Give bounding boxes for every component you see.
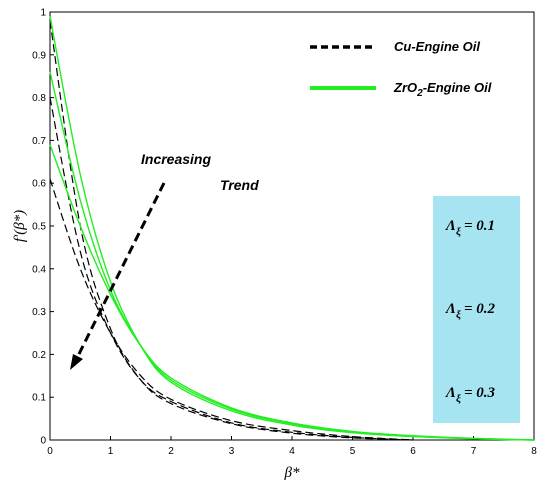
series-line-1 xyxy=(49,178,414,441)
axis-ticks: 0 1 2 3 4 5 6 7 8 0 0.1 0.2 0.3 0.4 0.5 0.6 0.7 0.8 0.9 1 xyxy=(32,8,537,458)
y-tick-label: 0.2 xyxy=(32,350,46,361)
y-tick-label: 0 xyxy=(40,436,46,447)
x-tick-label: 4 xyxy=(289,446,295,457)
x-tick-label: 8 xyxy=(531,446,537,457)
param-value-3: = 0.3 xyxy=(464,385,496,401)
x-tick-label: 2 xyxy=(168,446,174,457)
y-tick-label: 0.8 xyxy=(32,93,46,104)
x-tick-label: 7 xyxy=(471,446,477,457)
y-tick-label: 0.6 xyxy=(32,179,46,190)
legend: Cu-Engine Oil ZrO2-Engine Oil xyxy=(310,39,492,99)
y-tick-label: 1 xyxy=(40,8,46,19)
annotation-line2: Trend xyxy=(220,177,259,193)
legend-label-cu: Cu-Engine Oil xyxy=(394,39,480,54)
series-line-6 xyxy=(49,16,535,441)
series-layer xyxy=(49,16,535,441)
legend-label-zro2-main: ZrO xyxy=(393,80,417,95)
param-label-3: Λξ = 0.3 xyxy=(445,385,496,405)
y-tick-label: 0.3 xyxy=(32,307,46,318)
y-tick-label: 0.5 xyxy=(32,222,46,233)
legend-label-zro2: ZrO2-Engine Oil xyxy=(393,80,492,99)
y-axis-label: f'(β*) xyxy=(12,210,28,242)
x-tick-label: 1 xyxy=(108,446,114,457)
legend-label-zro2-rest: -Engine Oil xyxy=(423,80,492,95)
param-value-1: = 0.1 xyxy=(464,218,495,234)
x-tick-label: 3 xyxy=(229,446,235,457)
x-tick-label: 6 xyxy=(410,446,416,457)
param-label-1: Λξ = 0.1 xyxy=(445,218,495,238)
param-subscript-1: ξ xyxy=(456,226,461,238)
param-subscript-3: ξ xyxy=(456,393,461,405)
parameter-box xyxy=(433,196,520,423)
series-line-3 xyxy=(49,20,414,441)
y-tick-label: 0.4 xyxy=(32,264,46,275)
trend-arrow-head xyxy=(70,354,83,370)
param-value-2: = 0.2 xyxy=(464,301,496,317)
y-tick-label: 0.9 xyxy=(32,50,46,61)
x-tick-label: 5 xyxy=(350,446,356,457)
y-tick-label: 0.1 xyxy=(32,393,46,404)
annotation-line1: Increasing xyxy=(141,151,211,167)
series-line-2 xyxy=(49,97,414,441)
param-symbol-2: Λ xyxy=(445,301,456,317)
param-subscript-2: ξ xyxy=(456,309,461,321)
y-tick-label: 0.7 xyxy=(32,136,46,147)
trend-arrow-shaft xyxy=(74,182,166,361)
legend-label-zro2-sub: 2 xyxy=(416,88,423,99)
param-symbol-3: Λ xyxy=(445,385,456,401)
param-label-2: Λξ = 0.2 xyxy=(445,301,496,321)
param-symbol-1: Λ xyxy=(445,218,456,234)
x-tick-label: 0 xyxy=(47,446,53,457)
x-axis-label: β* xyxy=(284,465,300,481)
